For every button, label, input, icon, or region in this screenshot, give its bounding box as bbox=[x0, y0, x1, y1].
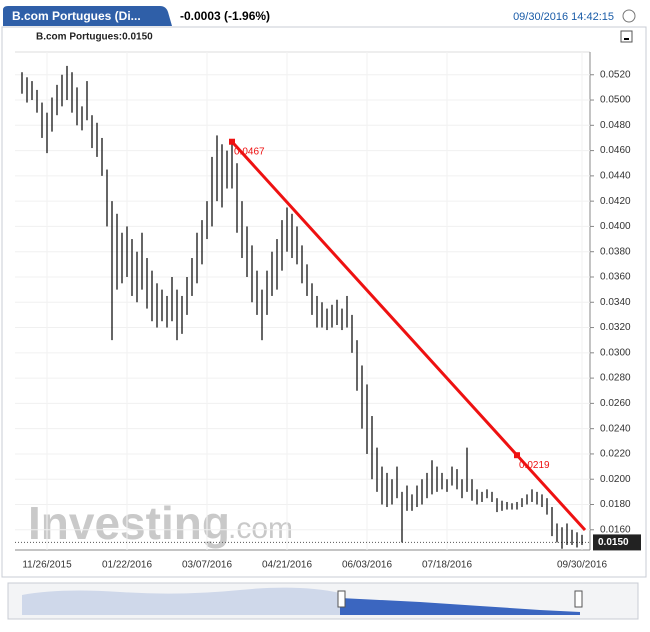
x-tick-label: 04/21/2016 bbox=[262, 560, 312, 571]
x-tick-label: 11/26/2015 bbox=[22, 560, 72, 571]
watermark: Investing bbox=[28, 497, 230, 549]
y-tick-label: 0.0180 bbox=[600, 499, 631, 510]
y-tick-label: 0.0520 bbox=[600, 69, 631, 80]
y-tick-label: 0.0400 bbox=[600, 221, 631, 232]
trend-label: 0.0219 bbox=[519, 460, 550, 471]
y-tick-label: 0.0240 bbox=[600, 423, 631, 434]
y-tick-label: 0.0360 bbox=[600, 272, 631, 283]
navigator-handle-right[interactable] bbox=[574, 590, 583, 608]
y-tick-label: 0.0460 bbox=[600, 145, 631, 156]
y-tick-label: 0.0160 bbox=[600, 524, 631, 535]
y-tick-label: 0.0300 bbox=[600, 347, 631, 358]
trend-point bbox=[514, 452, 520, 459]
x-tick-label: 03/07/2016 bbox=[182, 560, 232, 571]
instrument-name[interactable]: B.com Portugues (Di... bbox=[12, 9, 141, 23]
collapse-button[interactable] bbox=[620, 30, 633, 43]
navigator-handle-left[interactable] bbox=[337, 590, 346, 608]
navigator-area-selected bbox=[340, 598, 580, 615]
y-tick-label: 0.0200 bbox=[600, 474, 631, 485]
legend-entry: B.com Portugues:0.0150 bbox=[36, 32, 153, 43]
y-tick-label: 0.0420 bbox=[600, 196, 631, 207]
timestamp: 09/30/2016 14:42:15 bbox=[513, 11, 614, 23]
tab[interactable] bbox=[3, 6, 172, 26]
y-tick-label: 0.0220 bbox=[600, 449, 631, 460]
y-tick-label: 0.0500 bbox=[600, 95, 631, 106]
change: -0.0003 (-1.96%) bbox=[180, 9, 270, 23]
y-tick-label: 0.0340 bbox=[600, 297, 631, 308]
x-tick-label: 06/03/2016 bbox=[342, 560, 392, 571]
y-tick-label: 0.0380 bbox=[600, 246, 631, 257]
watermark-suffix: .com bbox=[228, 512, 293, 545]
x-tick-label: 07/18/2016 bbox=[422, 560, 472, 571]
y-tick-label: 0.0280 bbox=[600, 373, 631, 384]
x-tick-label: 01/22/2016 bbox=[102, 560, 152, 571]
trend-label: 0.0467 bbox=[234, 146, 265, 157]
y-tick-label: 0.0320 bbox=[600, 322, 631, 333]
navigator-area-past bbox=[22, 587, 340, 615]
y-tick-label: 0.0440 bbox=[600, 171, 631, 182]
trend-point bbox=[229, 138, 235, 145]
last-price-box bbox=[593, 534, 641, 551]
y-tick-label: 0.0480 bbox=[600, 120, 631, 131]
y-tick-label: 0.0260 bbox=[600, 398, 631, 409]
x-tick-label: 09/30/2016 bbox=[557, 560, 607, 571]
refresh-button[interactable] bbox=[622, 9, 636, 23]
chart-frame bbox=[1, 26, 647, 578]
trend-line bbox=[230, 140, 587, 532]
last-price-label: 0.0150 bbox=[598, 537, 629, 548]
